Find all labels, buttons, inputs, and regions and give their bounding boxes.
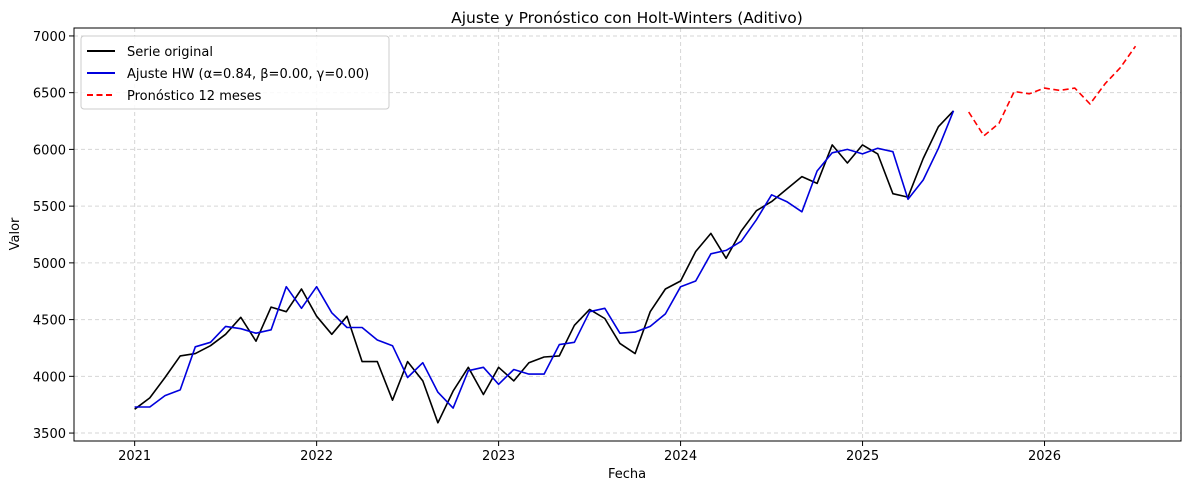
y-tick-label: 4000: [33, 370, 66, 385]
legend-label-forecast: Pronóstico 12 meses: [127, 89, 262, 104]
x-tick-label: 2025: [846, 449, 879, 464]
y-axis-label: Valor: [8, 217, 23, 250]
x-tick-label: 2022: [300, 449, 333, 464]
y-tick-label: 7000: [33, 30, 66, 45]
legend-label-fit: Ajuste HW (α=0.84, β=0.00, γ=0.00): [127, 67, 369, 82]
y-tick-label: 5500: [33, 200, 66, 215]
x-axis-label: Fecha: [608, 467, 646, 482]
y-tick-label: 6000: [33, 143, 66, 158]
x-tick-label: 2021: [118, 449, 151, 464]
original-series-line: [134, 110, 955, 424]
x-tick-label: 2024: [664, 449, 697, 464]
y-tick-label: 5000: [33, 257, 66, 272]
x-tick-label: 2026: [1028, 449, 1061, 464]
x-tick-label: 2023: [482, 449, 515, 464]
x-axis-ticks: 2021 2022 2023 2024 2025 2026: [118, 441, 1061, 464]
legend-box: [80, 35, 390, 110]
y-tick-label: 3500: [33, 427, 66, 442]
y-axis-ticks: 3500 4000 4500 5000 5500 6000 6500 7000: [33, 30, 74, 442]
y-tick-label: 4500: [33, 314, 66, 329]
legend: Serie original Ajuste HW (α=0.84, β=0.00…: [80, 35, 390, 110]
hw-fit-series-line: [134, 110, 955, 409]
legend-label-original: Serie original: [127, 45, 213, 60]
forecast-series-line: [968, 45, 1137, 137]
plot-frame: [73, 27, 1182, 442]
series-lines: [134, 45, 1137, 424]
y-tick-label: 6500: [33, 87, 66, 102]
chart-title: Ajuste y Pronóstico con Holt-Winters (Ad…: [451, 9, 803, 27]
